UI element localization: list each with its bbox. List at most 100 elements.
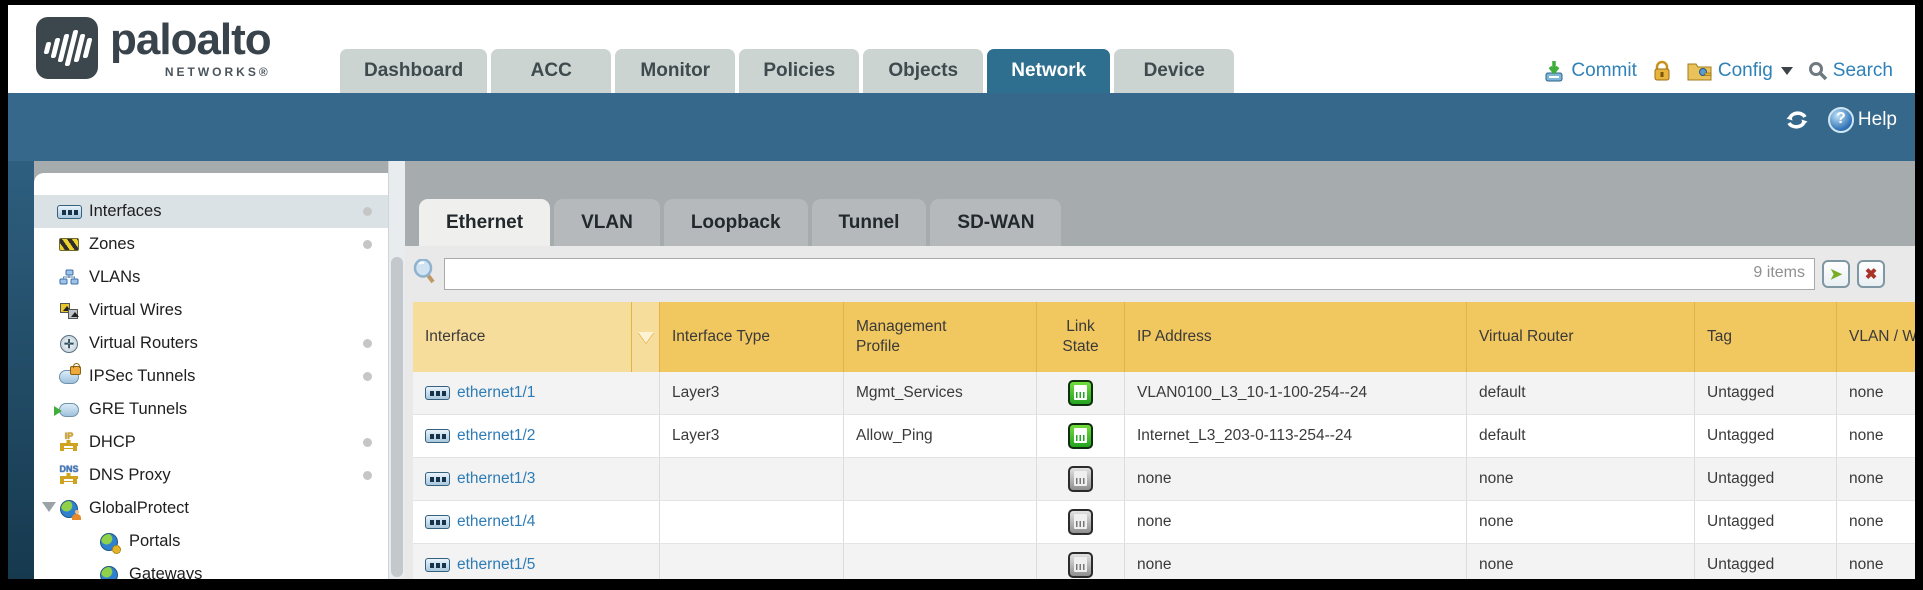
sidebar-item-zones[interactable]: Zones: [34, 228, 388, 261]
table-row: ethernet1/1 Layer3 Mgmt_Services VLAN010…: [413, 372, 1915, 415]
help-icon: [1827, 107, 1854, 133]
dns-proxy-icon: DNS: [58, 464, 80, 485]
sidebar-item-dhcp[interactable]: IP DHCP: [34, 426, 388, 459]
config-menu-button[interactable]: Config: [1687, 60, 1793, 82]
ethernet-interface-icon: [425, 472, 450, 486]
commit-icon: [1542, 59, 1566, 83]
status-dot: [363, 438, 372, 447]
interfaces-table: Interface Interface Type Management Prof…: [413, 302, 1915, 579]
sidebar-item-gre-tunnels[interactable]: GRE Tunnels: [34, 393, 388, 426]
paloalto-logo-icon: [36, 17, 98, 79]
tab-network[interactable]: Network: [987, 49, 1111, 93]
zones-icon: [58, 236, 80, 254]
col-virtual-router[interactable]: Virtual Router: [1467, 302, 1695, 372]
interface-link[interactable]: ethernet1/1: [457, 384, 536, 401]
interface-link[interactable]: ethernet1/2: [457, 427, 536, 444]
refresh-icon[interactable]: [1784, 108, 1810, 132]
tab-loopback[interactable]: Loopback: [663, 199, 808, 246]
interfaces-icon: [56, 203, 82, 221]
filter-input[interactable]: [444, 258, 1815, 290]
items-count: 9 items: [1753, 264, 1805, 281]
col-vlan-wire[interactable]: VLAN / Wire: [1837, 302, 1915, 372]
status-dot: [363, 339, 372, 348]
chevron-down-icon: [1780, 67, 1793, 75]
main-area: Ethernet VLAN Loopback Tunnel SD-WAN: [405, 161, 1915, 579]
ethernet-panel: 9 items Interface Interface Type Managem…: [405, 246, 1915, 579]
tab-ethernet[interactable]: Ethernet: [419, 199, 551, 246]
collapse-triangle-icon[interactable]: [42, 502, 56, 512]
interface-link[interactable]: ethernet1/4: [457, 513, 536, 530]
clear-filter-button[interactable]: [1857, 260, 1885, 288]
col-interface-sort-menu[interactable]: [632, 302, 660, 372]
sidebar-item-dns-proxy[interactable]: DNS DNS Proxy: [34, 459, 388, 492]
sidebar-item-portals[interactable]: Portals: [34, 525, 388, 558]
status-dot: [363, 207, 372, 216]
link-state-icon: [1068, 552, 1093, 578]
filter-search-icon: [413, 257, 437, 290]
left-edge-strip: [8, 161, 34, 579]
sort-dropdown-icon: [637, 331, 654, 343]
interface-type-tabs: Ethernet VLAN Loopback Tunnel SD-WAN: [419, 199, 1915, 246]
status-bar: Help: [8, 93, 1915, 161]
brand-sub: NETWORKS®: [164, 65, 271, 80]
table-row: ethernet1/4 none none Untagged none: [413, 501, 1915, 544]
table-row: ethernet1/3 none none Untagged none: [413, 458, 1915, 501]
sidebar-item-interfaces[interactable]: Interfaces: [34, 195, 388, 228]
col-tag[interactable]: Tag: [1695, 302, 1837, 372]
link-state-icon: [1068, 380, 1093, 406]
tab-monitor[interactable]: Monitor: [615, 49, 736, 93]
sidebar: Interfaces Zones: [34, 161, 388, 579]
sidebar-item-gateways[interactable]: Gateways: [34, 558, 388, 579]
col-link-state[interactable]: Link State: [1037, 302, 1125, 372]
interface-link[interactable]: ethernet1/3: [457, 470, 536, 487]
tab-objects[interactable]: Objects: [863, 49, 984, 93]
scrollbar-thumb[interactable]: [391, 257, 403, 577]
lock-button[interactable]: [1652, 60, 1672, 82]
search-button[interactable]: Search: [1808, 60, 1893, 82]
col-interface[interactable]: Interface: [413, 302, 632, 372]
ethernet-interface-icon: [425, 429, 450, 443]
ethernet-interface-icon: [425, 515, 450, 529]
link-state-icon: [1068, 466, 1093, 492]
ipsec-tunnels-icon: [58, 362, 81, 386]
tab-vlan[interactable]: VLAN: [554, 199, 660, 246]
gateways-icon: [98, 565, 120, 579]
sidebar-item-globalprotect[interactable]: GlobalProtect: [34, 492, 388, 525]
ethernet-interface-icon: [425, 558, 450, 572]
col-ip-address[interactable]: IP Address: [1125, 302, 1467, 372]
table-row: ethernet1/5 none none Untagged none: [413, 544, 1915, 579]
top-bar: paloalto NETWORKS® Dashboard ACC Monitor…: [8, 5, 1915, 93]
main-nav-tabs: Dashboard ACC Monitor Policies Objects N…: [340, 49, 1235, 93]
tab-dashboard[interactable]: Dashboard: [340, 49, 488, 93]
apply-filter-button[interactable]: [1822, 260, 1850, 288]
sidebar-item-vlans[interactable]: VLANs: [34, 261, 388, 294]
lock-icon: [1652, 60, 1672, 82]
virtual-routers-icon: [58, 334, 80, 353]
tab-device[interactable]: Device: [1114, 49, 1235, 93]
virtual-wires-icon: [58, 302, 80, 320]
sidebar-item-virtual-routers[interactable]: Virtual Routers: [34, 327, 388, 360]
tab-policies[interactable]: Policies: [739, 49, 860, 93]
gre-tunnels-icon: [54, 401, 80, 419]
sidebar-item-ipsec-tunnels[interactable]: IPSec Tunnels: [34, 360, 388, 393]
status-dot: [363, 240, 372, 249]
col-management-profile[interactable]: Management Profile: [844, 302, 1037, 372]
globalprotect-icon: [58, 499, 81, 520]
table-row: ethernet1/2 Layer3 Allow_Ping Internet_L…: [413, 415, 1915, 458]
interface-link[interactable]: ethernet1/5: [457, 556, 536, 573]
portals-icon: [98, 532, 121, 554]
status-dot: [363, 471, 372, 480]
tab-sdwan[interactable]: SD-WAN: [930, 199, 1062, 246]
tab-acc[interactable]: ACC: [491, 49, 612, 93]
sidebar-scrollbar[interactable]: [388, 161, 405, 579]
status-dot: [363, 372, 372, 381]
sidebar-item-virtual-wires[interactable]: Virtual Wires: [34, 294, 388, 327]
brand-name: paloalto: [110, 15, 272, 64]
config-icon: [1687, 60, 1713, 82]
tab-tunnel[interactable]: Tunnel: [811, 199, 927, 246]
link-state-icon: [1068, 423, 1093, 449]
commit-button[interactable]: Commit: [1542, 59, 1637, 83]
help-button[interactable]: Help: [1827, 107, 1897, 133]
col-interface-type[interactable]: Interface Type: [660, 302, 844, 372]
